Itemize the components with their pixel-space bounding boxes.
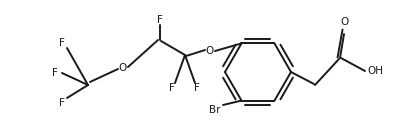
- Text: Br: Br: [209, 105, 220, 115]
- Text: F: F: [168, 83, 175, 93]
- Text: F: F: [59, 98, 65, 108]
- Text: OH: OH: [366, 66, 382, 76]
- Text: O: O: [340, 17, 348, 27]
- Text: O: O: [119, 63, 127, 73]
- Text: O: O: [205, 46, 213, 56]
- Text: F: F: [52, 68, 58, 78]
- Text: F: F: [194, 83, 199, 93]
- Text: F: F: [157, 15, 162, 25]
- Text: F: F: [59, 38, 65, 48]
